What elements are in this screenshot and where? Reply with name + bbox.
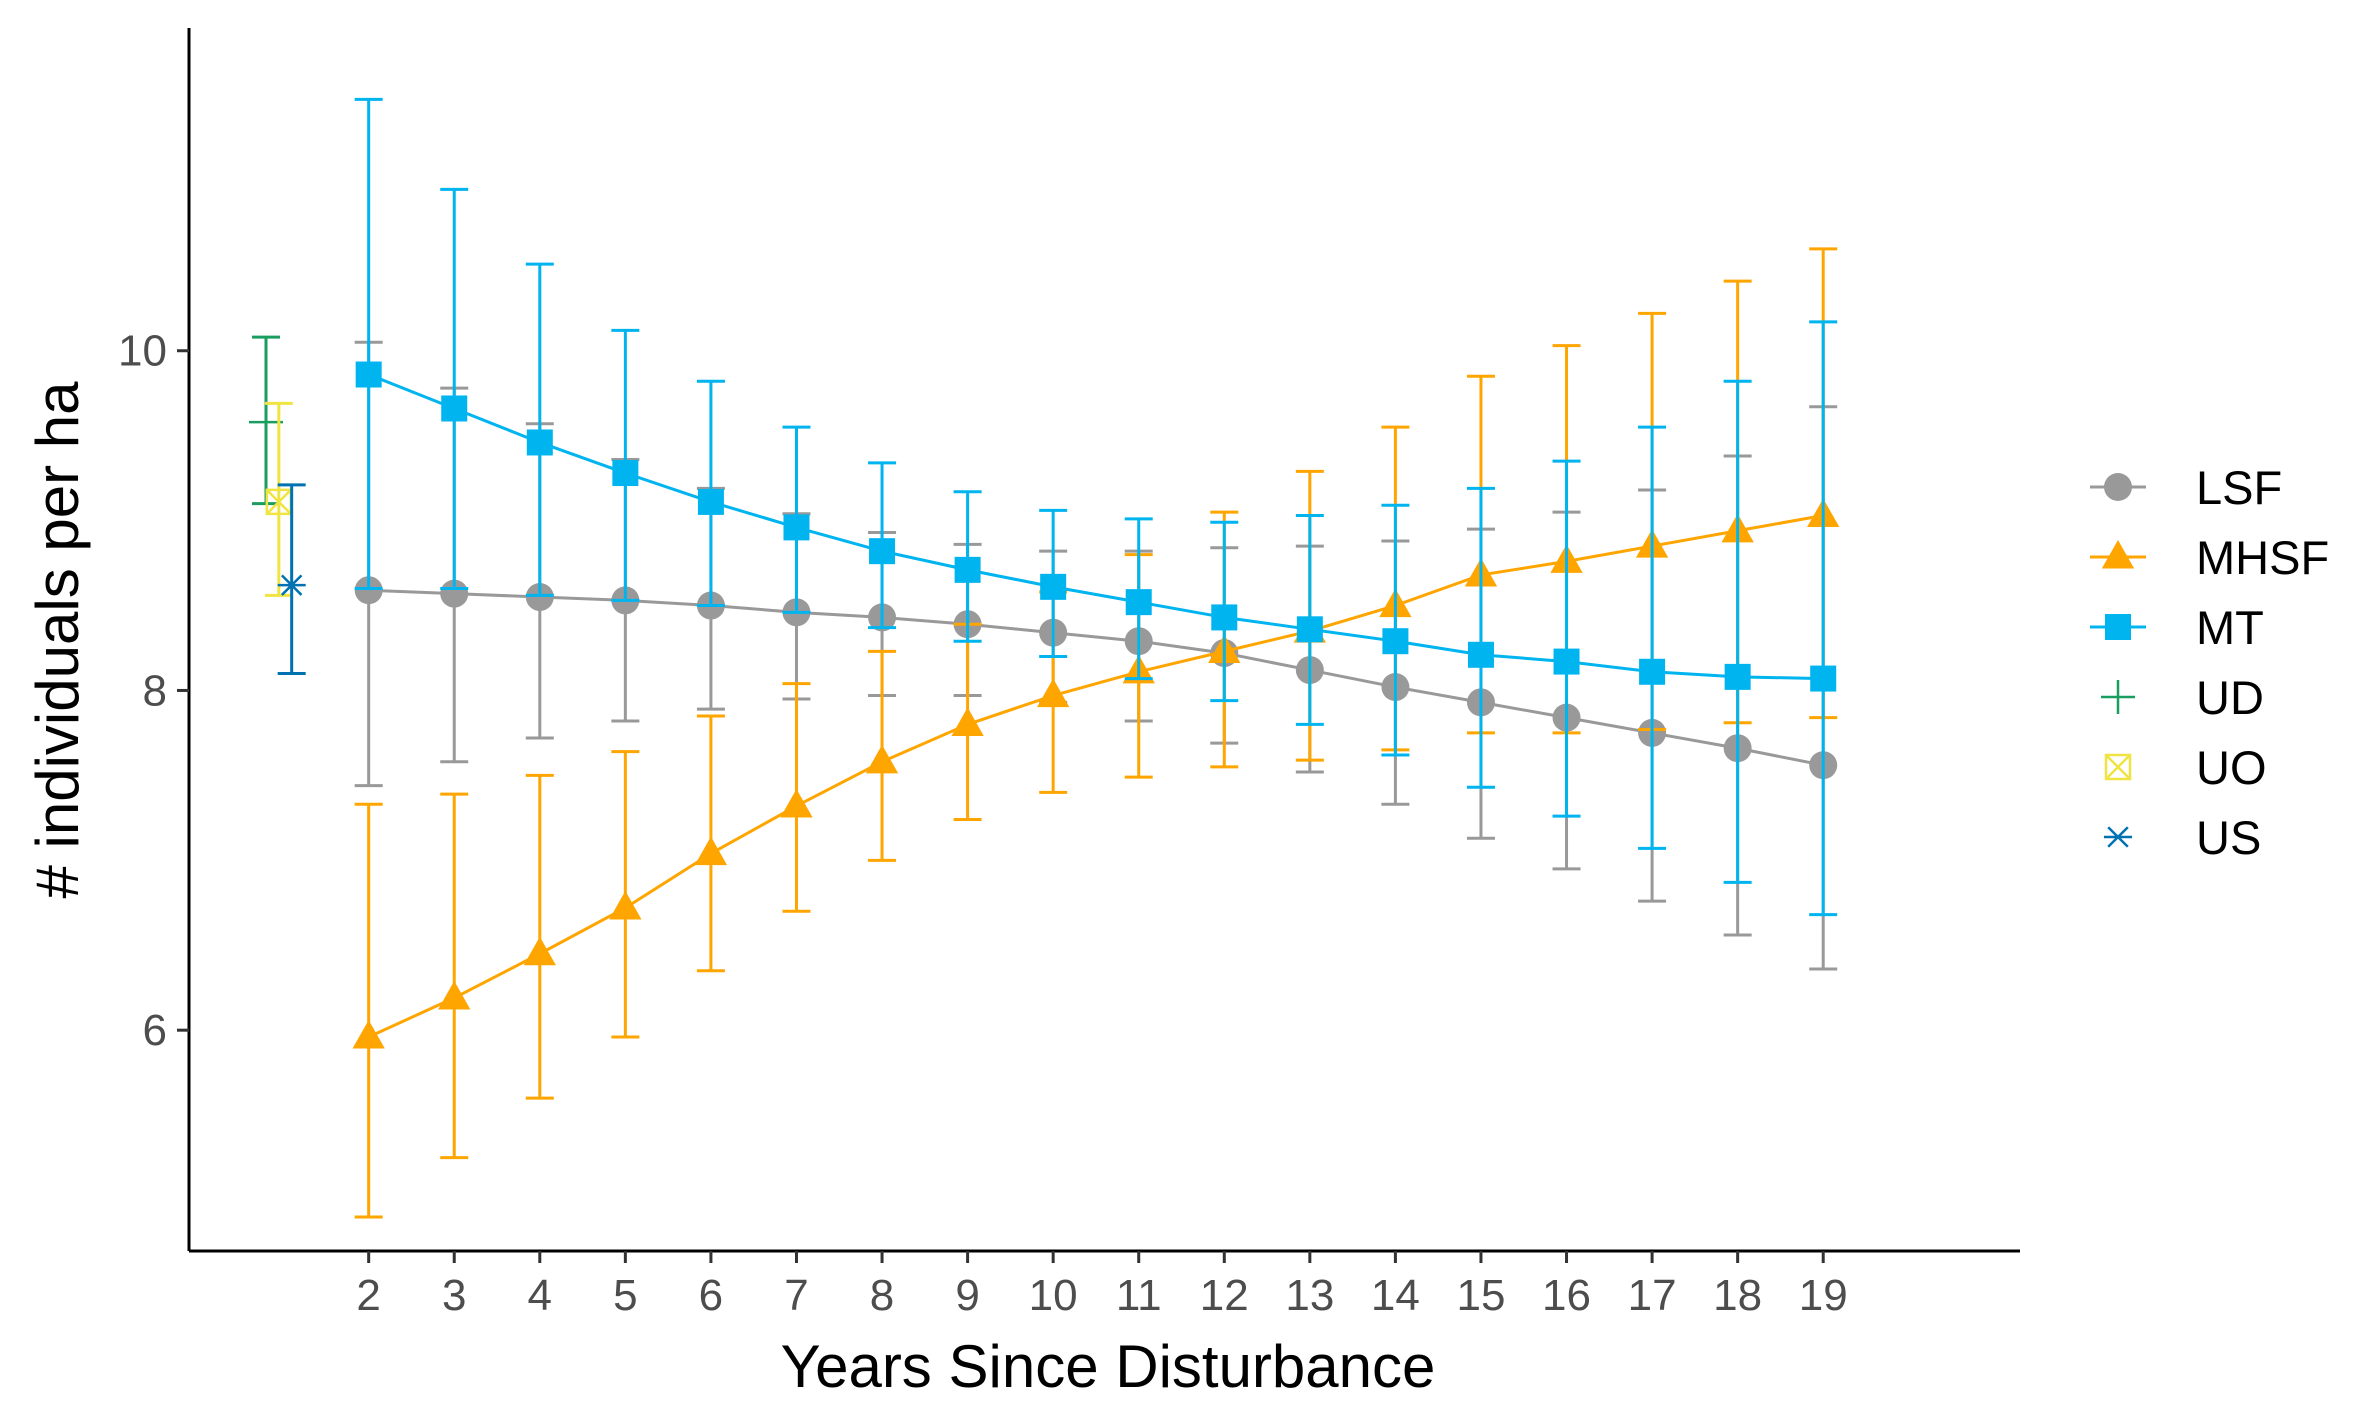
- data-point-mt: [1553, 648, 1580, 675]
- series-mt: [354, 97, 1838, 917]
- series-line-mt: [368, 373, 1824, 681]
- series-us: [277, 483, 306, 675]
- error-bar-mt: [1552, 459, 1581, 818]
- error-bar-mt: [1809, 320, 1838, 917]
- data-point-mhsf: [951, 707, 984, 736]
- legend-key-mt: [2105, 614, 2131, 640]
- x-tick-label: 2: [356, 1271, 380, 1320]
- error-bar-mhsf: [440, 792, 469, 1160]
- data-point-mt: [526, 429, 553, 456]
- x-tick-label: 18: [1713, 1271, 1762, 1320]
- legend-item-lsf: LSF: [2090, 461, 2282, 514]
- data-point-mt: [1125, 589, 1152, 616]
- error-bar-mt: [1723, 379, 1752, 884]
- x-tick-label: 3: [442, 1271, 466, 1320]
- data-point-mhsf: [865, 744, 899, 774]
- plot-elements: [249, 97, 1840, 1219]
- x-tick-label: 8: [870, 1271, 894, 1320]
- x-tick-label: 7: [784, 1271, 808, 1320]
- x-tick-label: 4: [528, 1271, 552, 1320]
- data-point-ud: [249, 405, 284, 440]
- data-point-mt: [1211, 604, 1238, 631]
- data-point-mt: [954, 556, 981, 583]
- series-ud: [249, 335, 284, 506]
- data-point-mhsf: [694, 836, 728, 866]
- data-point-lsf: [525, 583, 554, 612]
- series-mhsf: [352, 247, 1840, 1219]
- x-tick-label: 19: [1799, 1271, 1848, 1320]
- data-point-mt: [1382, 628, 1409, 655]
- x-tick-label: 17: [1628, 1271, 1677, 1320]
- legend-key-lsf: [2104, 473, 2132, 501]
- data-point-mhsf: [780, 788, 813, 818]
- axes: [187, 28, 2020, 1253]
- legend-key-us: [2104, 826, 2132, 848]
- data-point-mt: [355, 361, 382, 388]
- x-tick-label: 11: [1116, 1271, 1162, 1320]
- y-axis-title: # individuals per ha: [24, 381, 91, 899]
- legend: LSF MHSF MT UD UO US: [2090, 461, 2329, 864]
- legend-item-ud: UD: [2101, 671, 2264, 724]
- legend-key-ud: [2101, 680, 2135, 714]
- x-tick-label: 14: [1371, 1271, 1420, 1320]
- data-point-mt: [783, 514, 810, 541]
- data-point-mt: [1810, 665, 1837, 692]
- data-point-mhsf: [523, 936, 556, 966]
- x-tick-label: 16: [1542, 1271, 1591, 1320]
- x-tick-label: 15: [1456, 1271, 1505, 1320]
- data-point-mt: [1467, 641, 1494, 668]
- x-tick-label: 5: [613, 1271, 637, 1320]
- series-line-mhsf: [368, 514, 1824, 1039]
- data-point-mt: [441, 395, 468, 422]
- data-point-mt: [1040, 573, 1067, 600]
- data-point-mt: [1639, 658, 1666, 685]
- error-bar-mt: [354, 97, 383, 591]
- error-bar-uo: [264, 401, 293, 597]
- data-point-mhsf: [609, 890, 642, 920]
- data-point-mhsf: [438, 980, 471, 1010]
- legend-label-ud: UD: [2196, 671, 2264, 724]
- series-line-lsf: [368, 588, 1824, 767]
- data-point-lsf: [354, 576, 383, 605]
- error-bar-mt: [440, 187, 469, 591]
- x-tick-label: 13: [1285, 1271, 1334, 1320]
- legend-item-us: US: [2104, 811, 2261, 864]
- data-point-lsf: [440, 579, 469, 608]
- legend-key-mhsf: [2101, 540, 2135, 569]
- x-tick-label: 6: [699, 1271, 723, 1320]
- legend-label-mhsf: MHSF: [2196, 531, 2329, 584]
- error-bar-mhsf: [354, 802, 383, 1219]
- legend-label-us: US: [2196, 811, 2261, 864]
- y-tick-label: 10: [118, 327, 167, 376]
- data-point-us: [277, 574, 306, 596]
- series-lsf: [354, 340, 1838, 971]
- legend-item-mt: MT: [2090, 601, 2264, 654]
- x-axis-title: Years Since Disturbance: [781, 1333, 1436, 1400]
- legend-label-uo: UO: [2196, 741, 2267, 794]
- series-uo: [264, 401, 293, 597]
- y-tick-label: 6: [143, 1006, 167, 1055]
- data-point-mt: [1296, 616, 1323, 643]
- legend-label-lsf: LSF: [2196, 461, 2282, 514]
- legend-item-mhsf: MHSF: [2090, 531, 2329, 584]
- legend-item-uo: UO: [2104, 741, 2267, 794]
- y-tick-label: 8: [143, 666, 167, 715]
- y-ticks: 6 8 10: [118, 327, 189, 1055]
- x-ticks: 2 3 4 5 6 7 8 9 10 11 12 13 14 15 16 17 18 19: [356, 1251, 1848, 1320]
- error-bar-mt: [1638, 425, 1667, 850]
- data-point-mhsf: [1037, 678, 1070, 708]
- data-point-mt: [612, 460, 639, 487]
- x-tick-label: 9: [955, 1271, 979, 1320]
- data-point-mt: [1724, 663, 1751, 690]
- x-tick-label: 12: [1200, 1271, 1249, 1320]
- error-bar-us: [277, 483, 306, 675]
- x-tick-label: 10: [1029, 1271, 1078, 1320]
- legend-label-mt: MT: [2196, 601, 2264, 654]
- data-point-mhsf: [352, 1019, 385, 1049]
- data-point-mt: [869, 538, 896, 565]
- data-point-mt: [697, 488, 724, 515]
- legend-key-uo: [2104, 753, 2132, 781]
- error-bar-mt: [1466, 486, 1495, 789]
